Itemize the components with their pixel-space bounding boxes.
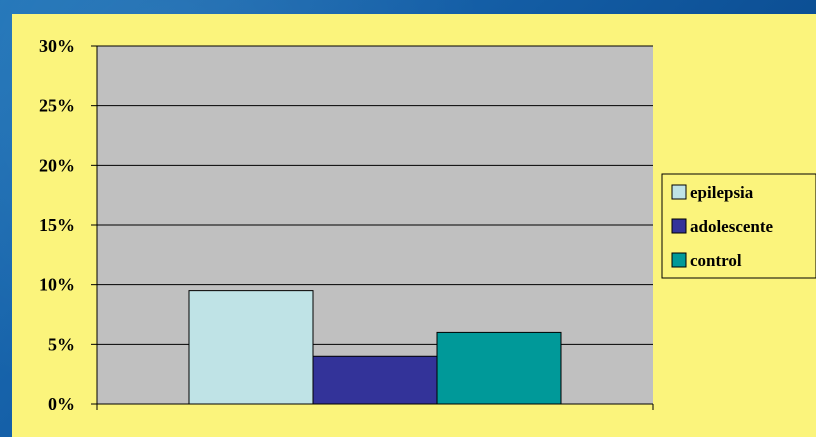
legend-swatch-control [671,252,687,268]
legend: epilepsia adolescente control [671,183,774,270]
y-tick-label: 10% [39,275,75,295]
y-tick-label: 5% [48,334,75,354]
y-tick-label: 20% [39,155,75,175]
y-tick-label: 30% [39,36,75,56]
legend-swatch-adolescente [671,218,687,234]
legend-label-epilepsia: epilepsia [690,183,754,202]
legend-swatch-epilepsia [671,184,687,200]
legend-label-adolescente: adolescente [690,217,774,236]
bar-adolescente [312,355,438,405]
y-tick-labels: 0% 5% 10% 15% 20% 25% 30% [39,36,75,414]
y-tick-label: 25% [39,96,75,116]
bar-epilepsia [188,290,314,405]
legend-label-control: control [690,251,742,270]
axes [91,45,654,410]
bars [188,290,562,405]
y-tick-label: 15% [39,215,75,235]
bar-control [436,331,562,405]
legend-box [661,173,816,279]
y-tick-label: 0% [48,394,75,414]
